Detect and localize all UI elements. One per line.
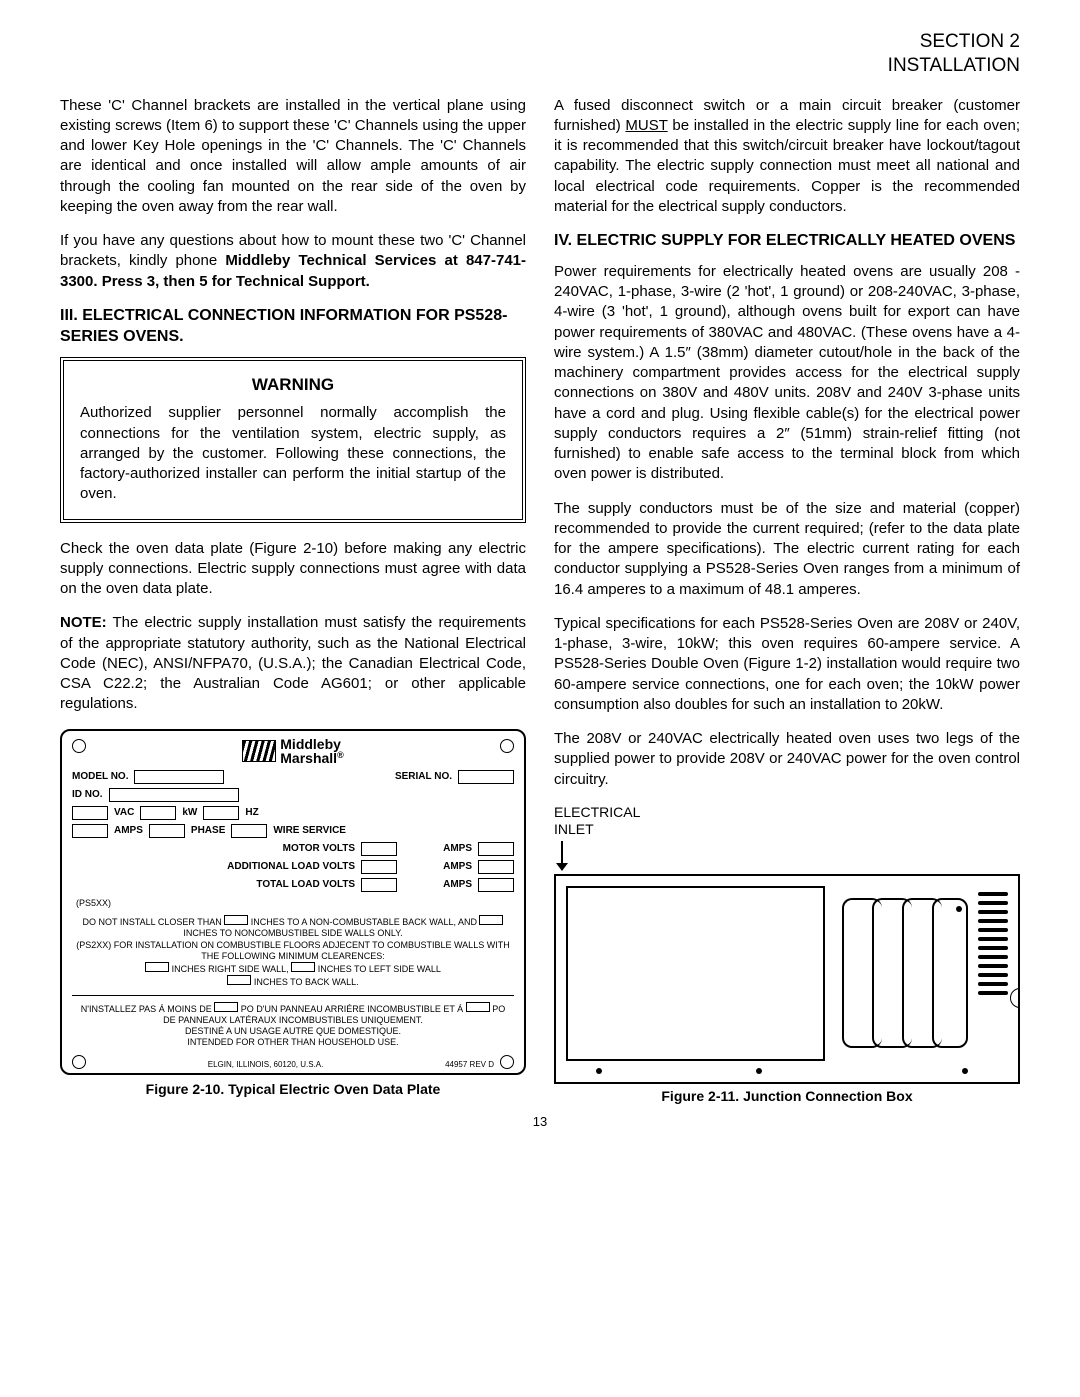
section-label: SECTION 2 [60, 30, 1020, 54]
vent-icon [978, 892, 1008, 1022]
plate-hole-icon [500, 739, 514, 753]
plate-hole-icon [500, 1055, 514, 1069]
warning-body: Authorized supplier personnel normally a… [80, 403, 506, 504]
para-note: NOTE: The electric supply installation m… [60, 613, 526, 714]
para-c-channel: These 'C' Channel brackets are installed… [60, 96, 526, 218]
plate-hole-icon [72, 739, 86, 753]
page-number: 13 [60, 1114, 1020, 1129]
para-control: The 208V or 240VAC electrically heated o… [554, 729, 1020, 790]
content-columns: These 'C' Channel brackets are installed… [60, 96, 1020, 1105]
para-questions: If you have any questions about how to m… [60, 231, 526, 292]
page-header: SECTION 2 INSTALLATION [60, 30, 1020, 78]
junction-box-diagram [554, 874, 1020, 1084]
figure-2-11-caption: Figure 2-11. Junction Connection Box [554, 1088, 1020, 1104]
figure-2-10-caption: Figure 2-10. Typical Electric Oven Data … [60, 1081, 526, 1097]
para-conductors: The supply conductors must be of the siz… [554, 499, 1020, 600]
para-disconnect: A fused disconnect switch or a main circ… [554, 96, 1020, 218]
section-title: INSTALLATION [60, 54, 1020, 78]
right-column: A fused disconnect switch or a main circ… [554, 96, 1020, 1105]
logo-hatch-icon [242, 740, 276, 762]
para-dataplate-check: Check the oven data plate (Figure 2-10) … [60, 539, 526, 600]
heading-iii: III. ELECTRICAL CONNECTION INFORMATION F… [60, 306, 526, 348]
arrow-icon [554, 841, 570, 871]
para-power-req: Power requirements for electrically heat… [554, 262, 1020, 485]
junction-figure: ELECTRICAL INLET [554, 804, 1020, 1085]
plate-hole-icon [72, 1055, 86, 1069]
plate-clearance-fr: N'INSTALLEZ PAS Á MOINS DE PO D'UN PANNE… [76, 1002, 510, 1049]
plate-logo: Middleby Marshall® [242, 737, 343, 766]
para-specs: Typical specifications for each PS528-Se… [554, 614, 1020, 715]
warning-title: WARNING [80, 375, 506, 395]
data-plate-figure: Middleby Marshall® MODEL NO. SERIAL NO. … [60, 729, 526, 1075]
heading-iv: IV. ELECTRIC SUPPLY FOR ELECTRICALLY HEA… [554, 231, 1020, 252]
warning-box: WARNING Authorized supplier personnel no… [60, 357, 526, 522]
plate-clearance-en: DO NOT INSTALL CLOSER THAN INCHES TO A N… [76, 915, 510, 989]
left-column: These 'C' Channel brackets are installed… [60, 96, 526, 1105]
